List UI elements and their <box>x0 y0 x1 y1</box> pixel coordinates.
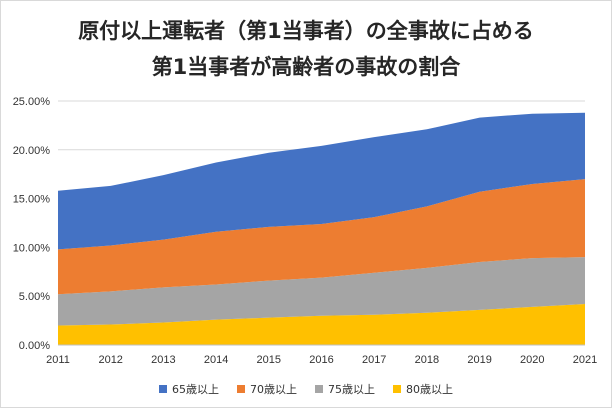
x-tick-label: 2019 <box>467 354 491 366</box>
x-tick-label: 2015 <box>257 354 281 366</box>
x-tick-label: 2020 <box>520 354 544 366</box>
legend-label: 65歳以上 <box>172 383 219 396</box>
legend-item: 65歳以上 <box>159 381 219 397</box>
legend-item: 70歳以上 <box>237 381 297 397</box>
y-tick-label: 5.00% <box>19 291 50 303</box>
area-series <box>58 257 585 326</box>
x-tick-label: 2018 <box>415 354 439 366</box>
y-tick-label: 0.00% <box>19 340 50 352</box>
legend-item: 75歳以上 <box>315 381 375 397</box>
chart-title-line-2: 第1当事者が高齢者の事故の割合 <box>151 55 461 79</box>
x-tick-label: 2017 <box>362 354 386 366</box>
x-tick-label: 2014 <box>204 354 228 366</box>
y-tick-label: 25.00% <box>13 96 51 108</box>
area-series <box>58 304 585 345</box>
x-tick-label: 2016 <box>309 354 333 366</box>
x-tick-label: 2011 <box>46 354 70 366</box>
chart-title-line-1: 原付以上運転者（第1当事者）の全事故に占める <box>78 19 534 43</box>
legend-swatch <box>237 385 245 393</box>
legend-item: 80歳以上 <box>393 381 453 397</box>
area-series <box>58 112 585 250</box>
x-tick-label: 2012 <box>98 354 122 366</box>
legend-label: 80歳以上 <box>406 383 453 396</box>
y-tick-label: 15.00% <box>13 194 51 206</box>
legend-swatch <box>315 385 323 393</box>
legend-label: 75歳以上 <box>328 383 375 396</box>
x-tick-label: 2021 <box>573 354 597 366</box>
y-tick-label: 10.00% <box>13 242 51 254</box>
legend-swatch <box>393 385 401 393</box>
legend-label: 70歳以上 <box>250 383 297 396</box>
x-tick-label: 2013 <box>151 354 175 366</box>
legend-swatch <box>159 385 167 393</box>
area-series <box>58 179 585 295</box>
chart-legend: 65歳以上 70歳以上 75歳以上 80歳以上 <box>1 381 611 397</box>
y-tick-label: 20.00% <box>13 145 51 157</box>
